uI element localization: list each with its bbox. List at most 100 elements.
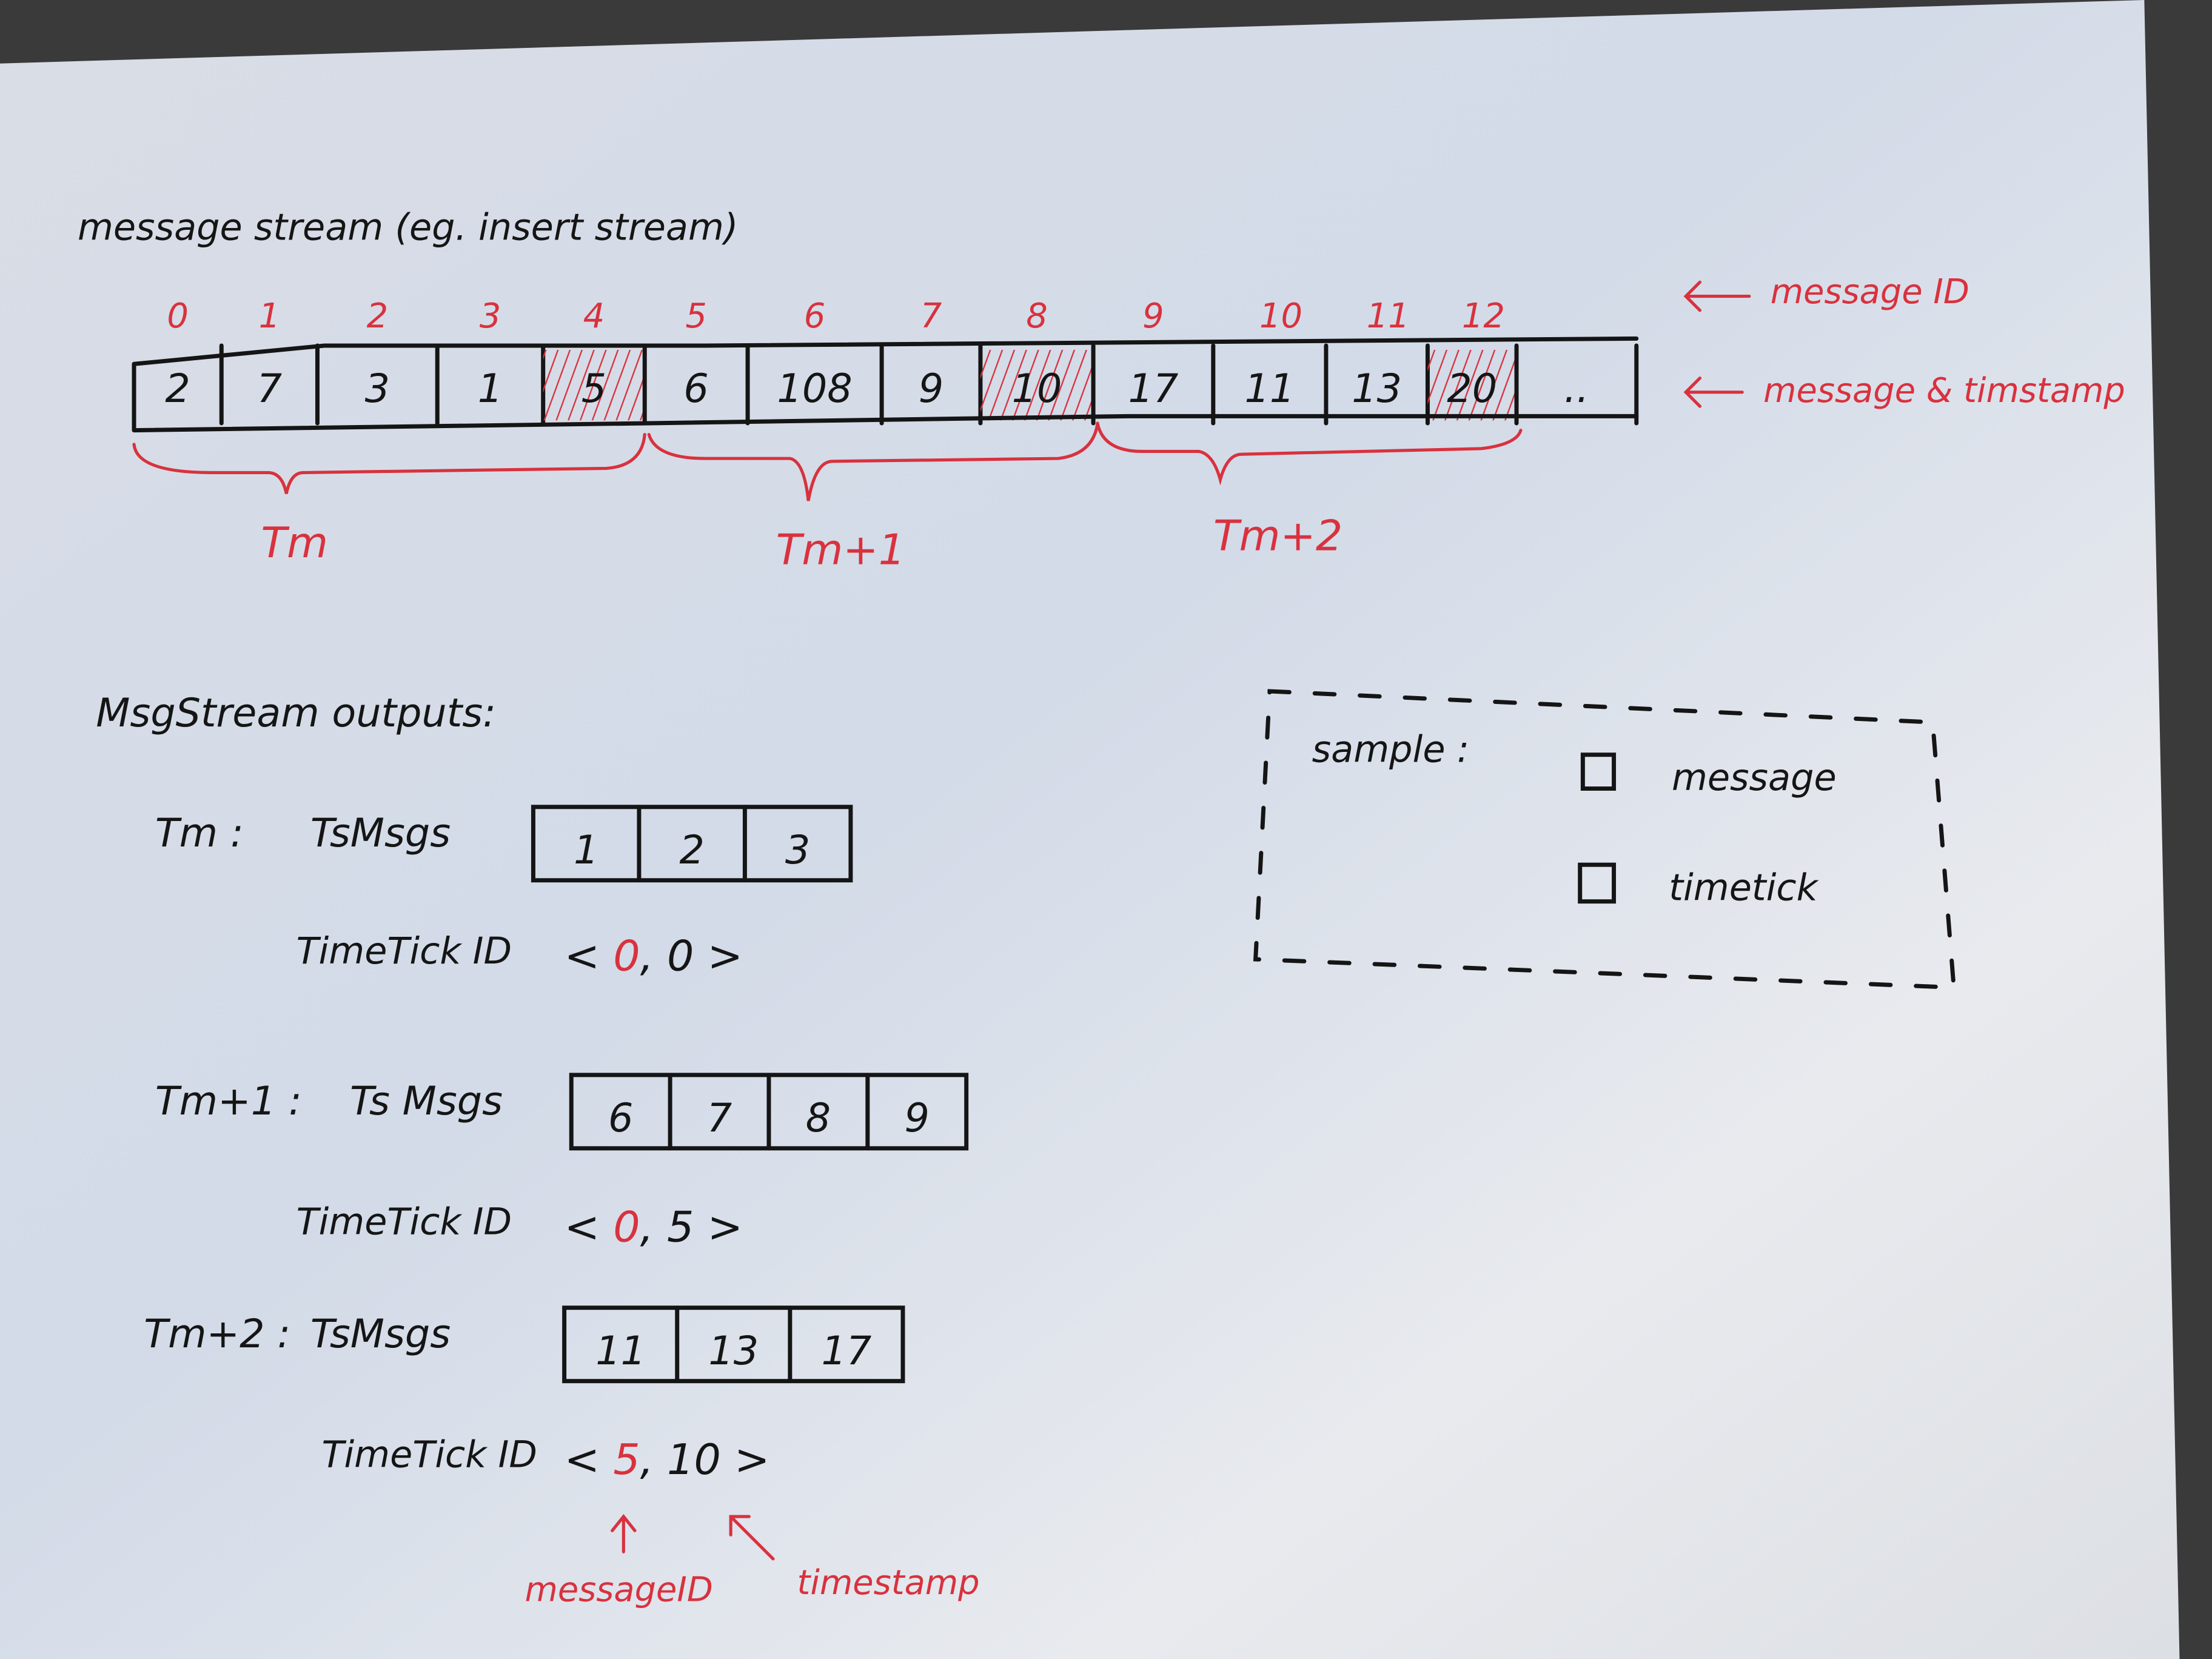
timetick-timestamp: 10 [667,1435,721,1484]
arrow-left-icon [1683,376,1744,408]
stream-value: 11 [1244,366,1295,412]
timetick-id-tuple: < 0, 5 > [565,1202,743,1252]
stream-cell: 108 6 [777,297,884,426]
stream-cell: 71 [257,297,320,426]
arrow-left-icon [1683,280,1751,312]
message-id-label: 2 [367,297,389,336]
output-period-label: Tm : [155,811,244,856]
message-id-label: 1 [259,297,281,336]
timetick-id-tuple: < 0, 0 > [565,932,743,981]
timetick-timestamp: 0 [667,932,694,981]
ts-msg-value: 17 [821,1329,871,1374]
ts-msg-value: 9 [905,1096,930,1141]
ts-msgs-label: TsMsgs [310,1312,451,1357]
stream-value: 10 [1012,366,1062,412]
outputs-list: Tm : TsMsgs 1 2 3 TimeTick ID < 0, 0 > Tm+1 : Ts… [144,805,969,1484]
message-id-label: 3 [480,297,501,336]
timetick-message-id: 0 [613,932,640,981]
stream-value: 3 [365,366,390,412]
legend-timetick-label: timetick [1669,866,1818,909]
stream-cell: 54 [543,297,647,426]
timetick-message-id: 5 [613,1435,640,1484]
stream-value: 6 [683,366,708,412]
diagram-title: message stream (eg. insert stream) [78,207,739,249]
stream-value: 9 [919,366,943,412]
message-id-label: 11 [1367,297,1410,336]
output-item: Tm+1 : Ts Msgs 6 7 8 9 TimeTick ID < 0, 5 > [155,1073,969,1252]
stream-cell: 11 10 [1244,297,1329,426]
timetick-timestamp: 5 [667,1202,694,1252]
ts-msg-value: 11 [595,1329,646,1374]
stream-value: .. [1564,366,1589,412]
timestamp-arrow-label: timestamp [797,1563,979,1603]
stream-value: 13 [1352,366,1402,412]
stream-value: 2 [165,366,190,412]
ts-msg-value: 6 [608,1096,633,1141]
stream-value: 1 [478,366,503,412]
message-id-label: 0 [167,297,189,336]
group-label-tm1: Tm+1 [776,526,905,575]
ts-msg-value: 1 [574,828,598,873]
legend-box: sample : message timetick [1253,689,1957,990]
brace-tm1 [647,421,1099,501]
outputs-heading: MsgStream outputs: [96,691,496,736]
output-period-label: Tm+2 : [144,1312,290,1357]
arrow-annotations: messageID timestamp [525,1513,980,1610]
stream-cell: 17 9 [1128,297,1216,426]
message-id-label: 8 [1026,297,1048,336]
ts-msg-value: 7 [707,1096,732,1141]
stream-value: 20 [1447,366,1497,412]
stream-value: 5 [581,366,606,412]
message-id-label: 5 [685,297,707,336]
ts-msg-value: 8 [806,1096,831,1141]
output-period-label: Tm+1 : [155,1079,302,1124]
message-id-annotation: message ID [1771,272,1969,312]
ts-msgs-label: Ts Msgs [350,1079,503,1124]
ts-msg-value: 3 [785,828,810,873]
stream-cell: 65 [683,297,750,426]
timetick-hatch [980,349,1094,421]
stream-value: 108 [777,366,852,412]
ts-msgs-box [562,1305,905,1384]
timetick-hatch [543,349,645,421]
brace-tm [132,433,646,494]
message-id-label: 12 [1462,297,1505,336]
stream-value: 7 [257,366,282,412]
output-item: Tm+2 : TsMsgs 11 13 17 TimeTick ID < 5, 10 > [144,1305,905,1484]
legend-title: sample : [1312,728,1469,771]
stream-outline [132,336,1639,433]
timetick-id-label: TimeTick ID [297,930,512,973]
stream-cell: .. [1564,343,1639,426]
arrow-up-icon [611,1513,637,1553]
legend-message-label: message [1672,757,1837,799]
message-id-label: 9 [1142,297,1164,336]
timetick-message-id: 0 [613,1202,640,1252]
output-item: Tm : TsMsgs 1 2 3 TimeTick ID < 0, 0 > [155,805,853,981]
message-id-label: 7 [920,297,942,336]
timetick-id-tuple: < 5, 10 > [565,1435,770,1484]
ts-msg-value: 13 [708,1329,759,1374]
group-braces: Tm Tm+1 Tm+2 [132,421,1523,575]
timetick-hatched-square-icon [1578,862,1617,904]
group-label-tm: Tm [261,518,328,568]
timetick-id-label: TimeTick ID [297,1201,512,1244]
stream-cell: 10 8 [980,297,1096,426]
message-id-label: 4 [583,297,605,336]
ts-msgs-label: TsMsgs [310,811,451,856]
message-timestamp-annotation: message & timstamp [1763,371,2125,411]
message-id-label: 10 [1259,297,1302,336]
ts-msg-value: 2 [679,828,704,873]
ts-msgs-box [531,805,853,883]
message-id-label: 6 [804,297,826,336]
message-square-icon [1580,752,1617,791]
timetick-id-label: TimeTick ID [321,1434,537,1476]
stream-value: 17 [1128,366,1179,412]
arrow-up-left-icon [729,1515,775,1561]
message-id-arrow-label: messageID [525,1570,712,1610]
brace-tm2 [1096,421,1523,486]
stream-cell: 32 [365,297,440,426]
group-label-tm2: Tm+2 [1213,511,1342,560]
